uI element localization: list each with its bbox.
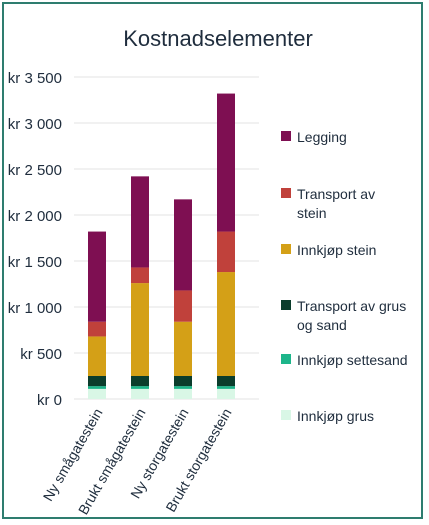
- y-tick-label: kr 1 000: [8, 300, 62, 317]
- y-tick-label: kr 2 000: [8, 208, 62, 225]
- legend-swatch: [281, 300, 291, 310]
- y-tick-label: kr 1 500: [8, 254, 62, 271]
- legend-swatch: [281, 131, 291, 141]
- y-tick-label: kr 500: [20, 346, 62, 363]
- bar-segment: [174, 376, 192, 387]
- bar-segment: [131, 283, 149, 376]
- legend-swatch: [281, 244, 291, 254]
- bar-segment: [217, 376, 235, 387]
- bar-segment: [174, 199, 192, 291]
- legend: Legging Transport av stein Innkjøp stein Tra…: [281, 129, 408, 424]
- bar-segment: [131, 176, 149, 268]
- y-tick-label: kr 3 000: [8, 116, 62, 133]
- bars: [88, 93, 235, 399]
- bar-segment: [88, 388, 106, 399]
- bar-segment: [174, 388, 192, 399]
- y-tick-label: kr 0: [37, 392, 62, 409]
- bar-segment: [88, 321, 106, 337]
- chart-card: Kostnadselementer kr 0 kr 500 kr 1 000 kr 1…: [2, 2, 423, 519]
- legend-label: Transport av stein: [297, 186, 375, 221]
- legend-label: Legging: [297, 129, 347, 145]
- y-axis-ticks: kr 0 kr 500 kr 1 000 kr 1 500 kr 2 000 kr 2 5…: [8, 70, 62, 409]
- bar-segment: [174, 321, 192, 376]
- bar-segment: [131, 267, 149, 284]
- legend-swatch: [281, 188, 291, 198]
- bar-segment: [217, 272, 235, 376]
- bar-segment: [217, 93, 235, 232]
- bar-segment: [174, 290, 192, 322]
- y-tick-label: kr 2 500: [8, 162, 62, 179]
- bar-segment: [131, 388, 149, 399]
- legend-label: Innkjøp settesand: [297, 352, 408, 368]
- bar-segment: [217, 386, 235, 389]
- bar-segment: [88, 386, 106, 389]
- bar-segment: [217, 231, 235, 273]
- bar-segment: [174, 386, 192, 389]
- bar-segment: [217, 388, 235, 399]
- legend-label: Transport av grus og sand: [297, 298, 406, 333]
- bar-segment: [88, 376, 106, 387]
- chart-title: Kostnadselementer: [123, 26, 313, 51]
- bar-segment: [131, 386, 149, 389]
- bar-segment: [131, 376, 149, 387]
- legend-swatch: [281, 354, 291, 364]
- bar-segment: [88, 336, 106, 376]
- legend-swatch: [281, 410, 291, 420]
- chart-svg: Kostnadselementer kr 0 kr 500 kr 1 000 kr 1…: [8, 26, 408, 518]
- legend-label: Innkjøp stein: [297, 242, 376, 258]
- y-tick-label: kr 3 500: [8, 70, 62, 87]
- legend-label: Innkjøp grus: [297, 408, 374, 424]
- bar-segment: [88, 231, 106, 322]
